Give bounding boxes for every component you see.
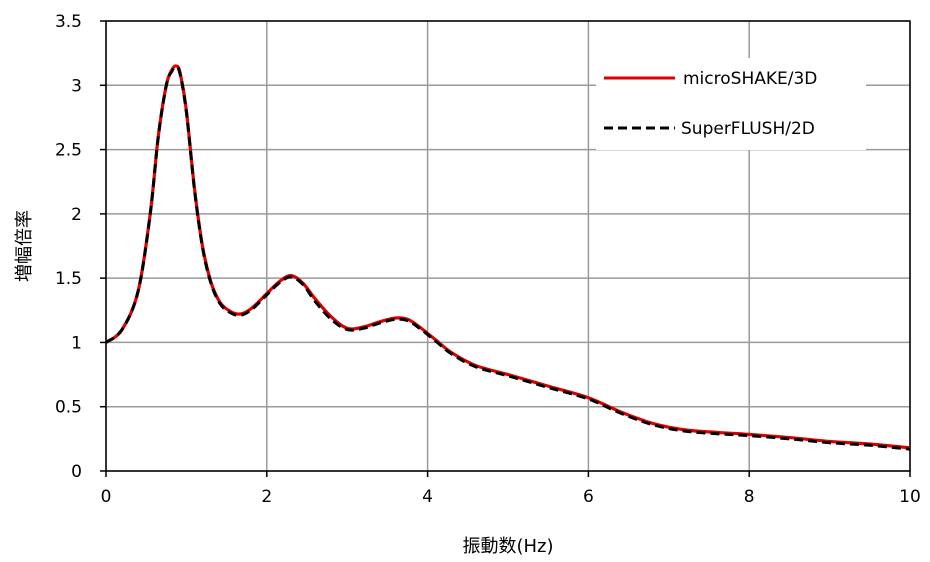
legend-label-superflush: SuperFLUSH/2D — [681, 119, 815, 139]
y-tick-label: 2.5 — [55, 141, 82, 161]
x-axis: 0 2 4 6 8 10 — [101, 471, 921, 507]
x-tick-label: 8 — [744, 487, 755, 507]
series-layer — [105, 64, 911, 451]
y-tick-label: 1 — [71, 333, 82, 353]
x-tick-label: 4 — [422, 487, 433, 507]
legend: microSHAKE/3D SuperFLUSH/2D — [596, 58, 866, 150]
y-tick-label: 3.5 — [55, 12, 82, 32]
y-tick-label: 2 — [71, 205, 82, 225]
plot-area — [105, 20, 911, 472]
series-line-superflush — [105, 65, 911, 451]
y-axis-label: 増幅倍率 — [14, 210, 35, 282]
x-axis-label: 振動数(Hz) — [462, 536, 553, 557]
x-tick-label: 6 — [583, 487, 594, 507]
x-tick-label: 0 — [101, 487, 112, 507]
legend-label-microshake: microSHAKE/3D — [683, 69, 817, 89]
y-tick-label: 3 — [71, 76, 82, 96]
legend-background — [596, 58, 866, 150]
y-tick-label: 0.5 — [55, 398, 82, 418]
y-tick-label: 0 — [71, 462, 82, 482]
x-tick-label: 10 — [899, 487, 921, 507]
x-tick-label: 2 — [261, 487, 272, 507]
y-axis: 0 0.5 1 1.5 2 2.5 3 3.5 — [55, 12, 106, 482]
y-tick-label: 1.5 — [55, 269, 82, 289]
